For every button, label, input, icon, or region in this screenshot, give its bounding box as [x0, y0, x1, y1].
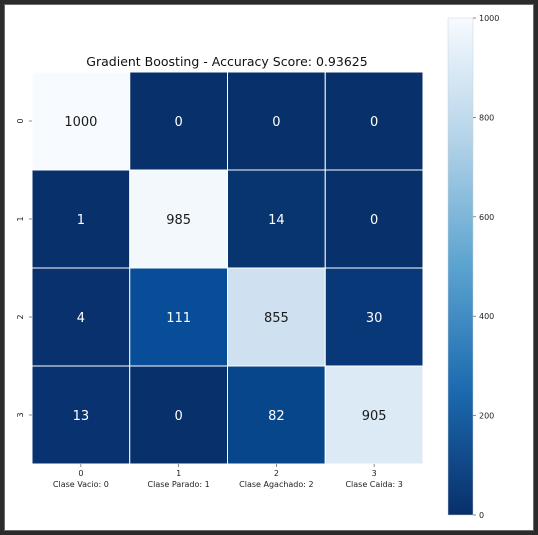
- cell-value-r0-c1: 0: [174, 115, 182, 130]
- colorbar-tick-label-2: 400: [479, 312, 494, 321]
- cell-value-r2-c2: 855: [264, 311, 289, 326]
- cell-value-r2-c0: 4: [77, 311, 85, 326]
- chart-title: Gradient Boosting - Accuracy Score: 0.93…: [86, 54, 367, 69]
- confusion-matrix-chart: Gradient Boosting - Accuracy Score: 0.93…: [16, 14, 499, 520]
- y-tick-label-2: 2: [16, 314, 25, 319]
- cell-value-r2-c3: 30: [366, 311, 383, 326]
- cell-value-r1-c0: 1: [77, 213, 85, 228]
- figure-frame: Gradient Boosting - Accuracy Score: 0.93…: [4, 4, 534, 531]
- heatmap-cell-r0-c2: [227, 71, 326, 171]
- heatmap-cell-r3-c0: [31, 365, 131, 465]
- heatmap-cell-labels: 1000 0 0 0 1 985 14 0 4 111 855 30 13 0 82 905: [64, 115, 386, 424]
- heatmap-cell-r1-c3: [324, 169, 424, 269]
- colorbar-gradient: [447, 17, 474, 516]
- colorbar: 0 200 400 600 800 1000: [447, 14, 499, 520]
- cell-value-r3-c2: 82: [268, 409, 285, 424]
- cell-value-r0-c0: 1000: [64, 115, 97, 130]
- heatmap-cell-r0-c0: [31, 71, 131, 171]
- cell-value-r0-c2: 0: [272, 115, 280, 130]
- heatmap-cell-r2-c3: [324, 267, 424, 367]
- y-tick-label-1: 1: [16, 216, 25, 221]
- colorbar-ticks: 0 200 400 600 800 1000: [473, 14, 499, 520]
- x-tick-label-0-1: Clase Vacio: 0: [53, 480, 109, 489]
- x-tick-label-3-1: Clase Caida: 3: [345, 480, 402, 489]
- colorbar-tick-label-4: 800: [479, 113, 494, 122]
- y-tick-label-3: 3: [16, 412, 25, 417]
- x-axis-ticks: 0 Clase Vacio: 0 1 Clase Parado: 1 2 Clase Ag…: [53, 464, 403, 489]
- colorbar-tick-label-5: 1000: [479, 14, 499, 23]
- heatmap-cell-r1-c0: [31, 169, 131, 269]
- heatmap-cell-r0-c3: [324, 71, 424, 171]
- x-tick-label-0-0: 0: [78, 469, 83, 478]
- cell-value-r1-c3: 0: [370, 213, 378, 228]
- cell-value-r1-c2: 14: [268, 213, 285, 228]
- y-axis-ticks: 0 1 2 3: [16, 118, 32, 418]
- heatmap-cell-r3-c2: [227, 365, 326, 465]
- colorbar-tick-label-0: 0: [479, 511, 484, 520]
- heatmap-cells: [31, 71, 424, 465]
- cell-value-r0-c3: 0: [370, 115, 378, 130]
- x-tick-label-2-0: 2: [274, 469, 279, 478]
- heatmap-cell-r2-c1: [129, 267, 228, 367]
- cell-value-r1-c1: 985: [166, 213, 191, 228]
- heatmap-cell-r3-c1: [129, 365, 228, 465]
- cell-value-r3-c1: 0: [174, 409, 182, 424]
- cell-value-r3-c0: 13: [73, 409, 90, 424]
- heatmap-cell-r1-c1: [129, 169, 228, 269]
- colorbar-tick-label-3: 600: [479, 213, 494, 222]
- cell-value-r2-c1: 111: [166, 311, 191, 326]
- heatmap-cell-r3-c3: [324, 365, 424, 465]
- x-tick-label-1-1: Clase Parado: 1: [148, 480, 210, 489]
- y-tick-label-0: 0: [16, 118, 25, 123]
- x-tick-label-1-0: 1: [176, 469, 181, 478]
- heatmap-cell-r0-c1: [129, 71, 228, 171]
- cell-value-r3-c3: 905: [362, 409, 387, 424]
- x-tick-label-2-1: Clase Agachado: 2: [239, 480, 313, 489]
- x-tick-label-3-0: 3: [372, 469, 377, 478]
- colorbar-tick-label-1: 200: [479, 412, 494, 421]
